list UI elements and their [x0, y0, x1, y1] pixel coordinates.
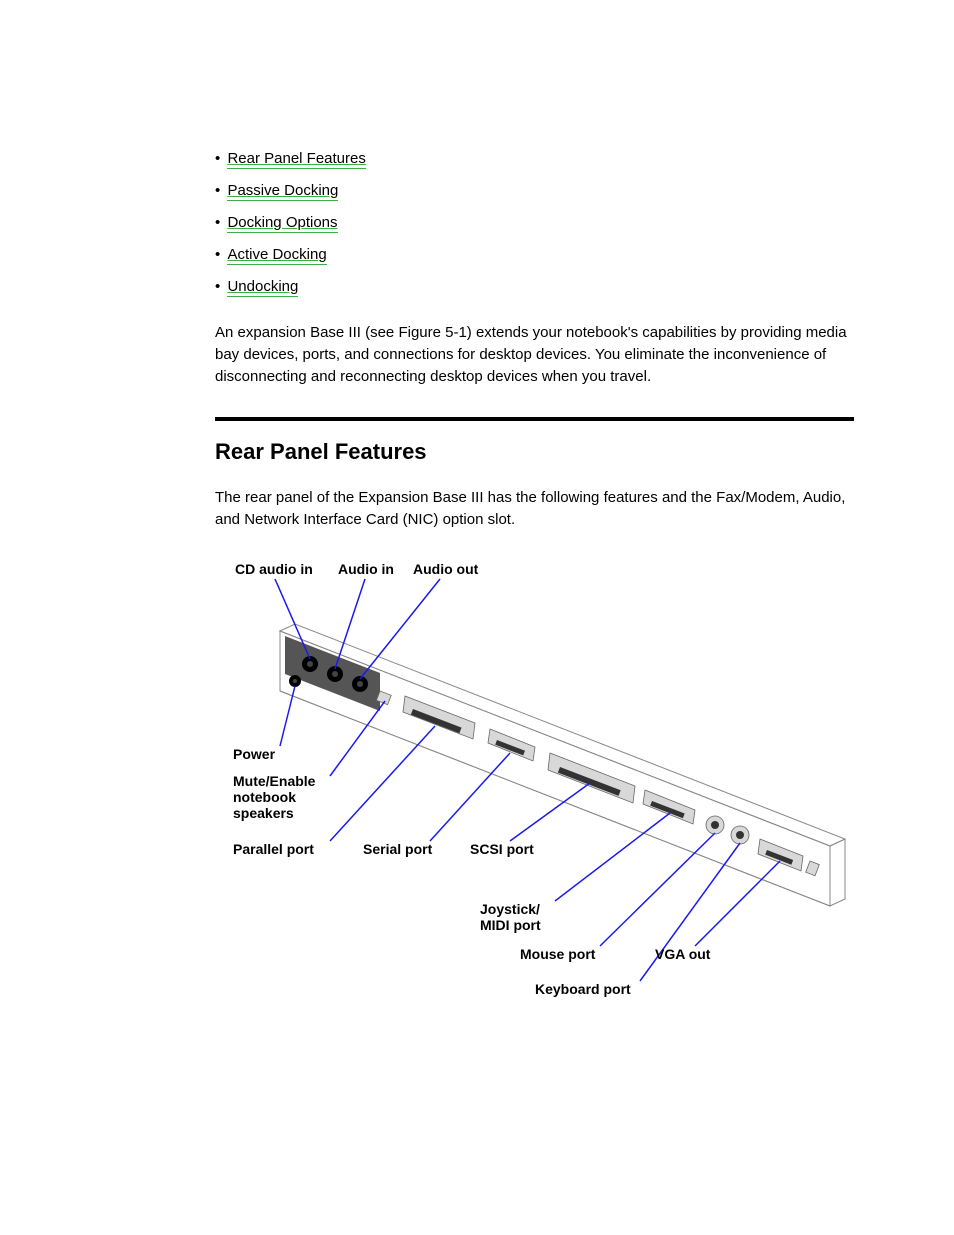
- label-vga: VGA out: [655, 946, 710, 962]
- link-active-docking[interactable]: Active Docking: [227, 246, 326, 265]
- toc-links: • Rear Panel Features • Passive Docking …: [215, 150, 854, 296]
- label-parallel: Parallel port: [233, 841, 314, 857]
- list-item: • Active Docking: [215, 246, 854, 264]
- section-paragraph: The rear panel of the Expansion Base III…: [215, 487, 854, 531]
- label-scsi: SCSI port: [470, 841, 534, 857]
- label-audio-out: Audio out: [413, 561, 478, 577]
- link-rear-panel-features[interactable]: Rear Panel Features: [227, 150, 365, 169]
- section-heading: Rear Panel Features: [215, 439, 854, 465]
- label-mute: Mute/Enable notebook speakers: [233, 773, 315, 821]
- list-item: • Docking Options: [215, 214, 854, 232]
- intro-paragraph: An expansion Base III (see Figure 5-1) e…: [215, 322, 854, 387]
- label-serial: Serial port: [363, 841, 432, 857]
- label-power: Power: [233, 746, 275, 762]
- list-item: • Passive Docking: [215, 182, 854, 200]
- rear-panel-figure: CD audio in Audio in Audio out Power Mut…: [225, 561, 865, 1041]
- bullet: •: [215, 214, 223, 231]
- section-divider: [215, 417, 854, 421]
- link-passive-docking[interactable]: Passive Docking: [227, 182, 338, 201]
- list-item: • Undocking: [215, 278, 854, 296]
- rear-panel-svg: [225, 561, 865, 1041]
- document-page: • Rear Panel Features • Passive Docking …: [0, 0, 954, 1235]
- link-undocking[interactable]: Undocking: [227, 278, 298, 297]
- label-keyboard: Keyboard port: [535, 981, 631, 997]
- label-cd-audio-in: CD audio in: [235, 561, 313, 577]
- bullet: •: [215, 150, 223, 167]
- bullet: •: [215, 182, 223, 199]
- list-item: • Rear Panel Features: [215, 150, 854, 168]
- label-audio-in: Audio in: [338, 561, 394, 577]
- label-joystick: Joystick/ MIDI port: [480, 901, 541, 933]
- label-mouse: Mouse port: [520, 946, 595, 962]
- bullet: •: [215, 278, 223, 295]
- link-docking-options[interactable]: Docking Options: [227, 214, 337, 233]
- bullet: •: [215, 246, 223, 263]
